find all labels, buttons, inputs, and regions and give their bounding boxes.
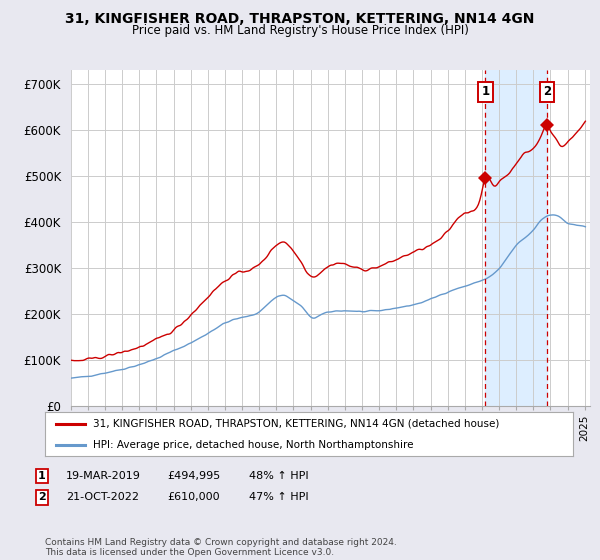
Text: 19-MAR-2019: 19-MAR-2019 — [66, 471, 141, 481]
Text: HPI: Average price, detached house, North Northamptonshire: HPI: Average price, detached house, Nort… — [92, 440, 413, 450]
Text: 31, KINGFISHER ROAD, THRAPSTON, KETTERING, NN14 4GN: 31, KINGFISHER ROAD, THRAPSTON, KETTERIN… — [65, 12, 535, 26]
Text: 31, KINGFISHER ROAD, THRAPSTON, KETTERING, NN14 4GN (detached house): 31, KINGFISHER ROAD, THRAPSTON, KETTERIN… — [92, 419, 499, 429]
Text: 47% ↑ HPI: 47% ↑ HPI — [249, 492, 308, 502]
Text: £610,000: £610,000 — [167, 492, 220, 502]
Text: 48% ↑ HPI: 48% ↑ HPI — [249, 471, 308, 481]
Text: 1: 1 — [481, 85, 490, 99]
Text: 21-OCT-2022: 21-OCT-2022 — [66, 492, 139, 502]
Text: £494,995: £494,995 — [167, 471, 220, 481]
Text: 1: 1 — [38, 471, 46, 481]
Text: Price paid vs. HM Land Registry's House Price Index (HPI): Price paid vs. HM Land Registry's House … — [131, 24, 469, 37]
Text: 2: 2 — [543, 85, 551, 99]
Text: Contains HM Land Registry data © Crown copyright and database right 2024.
This d: Contains HM Land Registry data © Crown c… — [45, 538, 397, 557]
Bar — [485, 70, 547, 406]
Text: 2: 2 — [38, 492, 46, 502]
